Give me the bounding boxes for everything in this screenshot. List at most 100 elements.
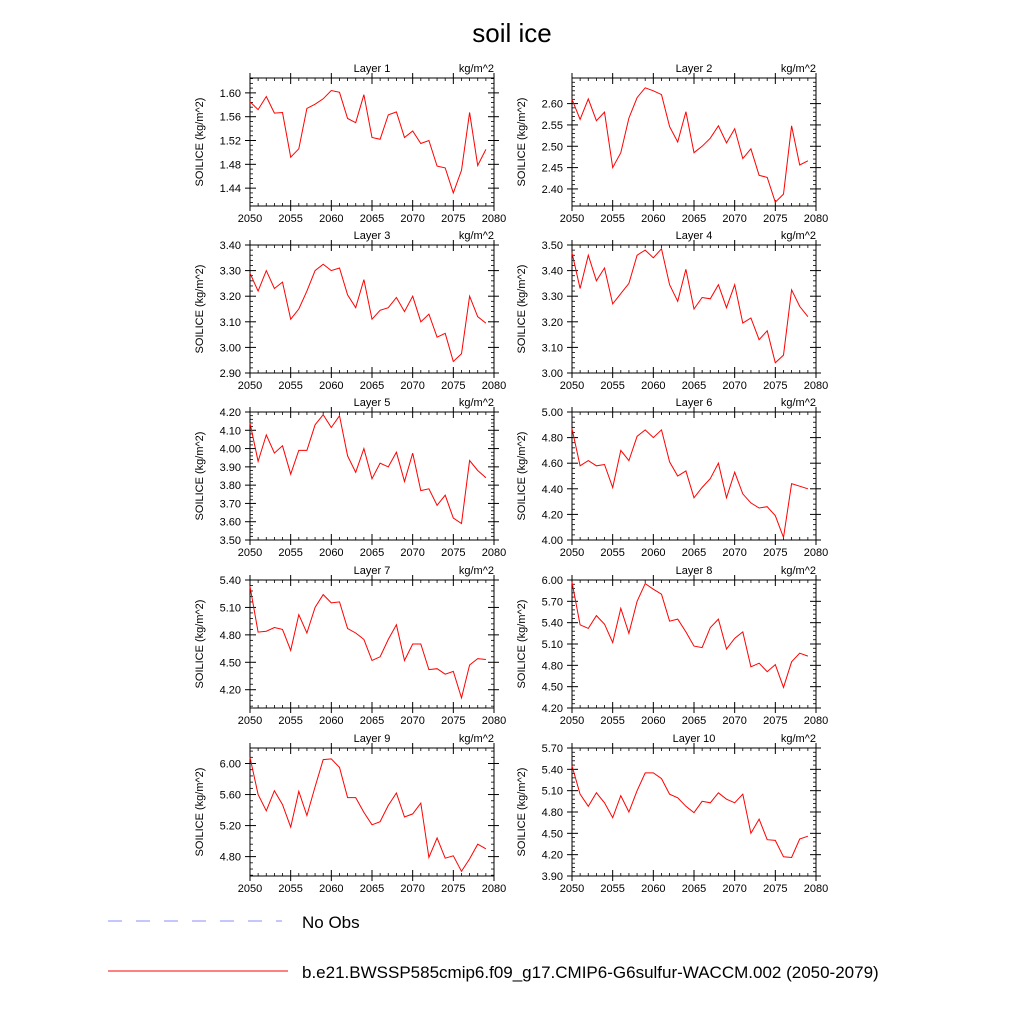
y-tick-label: 4.20	[220, 685, 241, 697]
legend: No Obs b.e21.BWSSP585cmip6.f09_g17.CMIP6…	[108, 913, 879, 982]
x-tick-label: 2075	[763, 883, 787, 895]
y-tick-label: 1.60	[220, 88, 241, 100]
y-tick-label: 4.20	[542, 703, 563, 715]
y-tick-label: 3.00	[220, 342, 241, 354]
y-tick-label: 3.10	[220, 317, 241, 329]
x-tick-label: 2080	[804, 715, 828, 727]
panel-layer-1: Layer 1 kg/m^2 SOILICE (kg/m^2) 2050 2055 206…	[194, 63, 506, 225]
panel-title: Layer 1	[354, 63, 391, 75]
x-tick-label: 2060	[641, 213, 665, 225]
x-tick-label: 2070	[722, 883, 746, 895]
x-tick-label: 2065	[682, 380, 706, 392]
x-tick-label: 2055	[600, 715, 624, 727]
x-tick-label: 2060	[641, 547, 665, 559]
y-tick-label: 3.40	[542, 266, 563, 278]
y-tick-label: 2.45	[542, 163, 563, 175]
x-tick-label: 2065	[682, 883, 706, 895]
y-tick-label: 5.10	[220, 602, 241, 614]
x-tick-label: 2055	[600, 883, 624, 895]
y-axis-label: SOILICE (kg/m^2)	[516, 768, 528, 857]
x-tick-label: 2065	[360, 380, 384, 392]
x-tick-label: 2055	[600, 213, 624, 225]
x-tick-label: 2080	[482, 213, 506, 225]
panel-title: Layer 2	[676, 63, 713, 75]
x-tick-label: 2075	[763, 213, 787, 225]
x-tick-label: 2060	[641, 380, 665, 392]
plot-frame	[249, 747, 495, 877]
x-tick-label: 2080	[482, 547, 506, 559]
y-tick-label: 4.80	[542, 807, 563, 819]
y-axis-label: SOILICE (kg/m^2)	[516, 265, 528, 354]
soilice-series-line	[249, 586, 486, 700]
x-tick-label: 2070	[400, 715, 424, 727]
panel-units: kg/m^2	[781, 63, 816, 75]
y-axis-label: SOILICE (kg/m^2)	[194, 600, 206, 689]
x-tick-label: 2070	[722, 547, 746, 559]
x-tick-label: 2075	[763, 380, 787, 392]
x-tick-label: 2065	[360, 213, 384, 225]
x-tick-label: 2060	[319, 715, 343, 727]
y-tick-label: 3.30	[542, 291, 563, 303]
x-tick-label: 2050	[560, 883, 584, 895]
x-tick-label: 2070	[400, 380, 424, 392]
x-tick-label: 2065	[360, 547, 384, 559]
y-tick-label: 3.20	[542, 317, 563, 329]
y-axis-label: SOILICE (kg/m^2)	[516, 98, 528, 187]
x-tick-label: 2080	[804, 380, 828, 392]
y-tick-label: 2.90	[220, 368, 241, 380]
panel-layer-8: Layer 8 kg/m^2 SOILICE (kg/m^2) 2050 2055 206…	[516, 565, 828, 727]
panel-title: Layer 8	[676, 565, 713, 577]
x-tick-label: 2070	[722, 715, 746, 727]
x-tick-label: 2075	[441, 547, 465, 559]
y-tick-label: 4.40	[542, 484, 563, 496]
y-axis-label: SOILICE (kg/m^2)	[194, 265, 206, 354]
x-tick-label: 2060	[319, 883, 343, 895]
panel-units: kg/m^2	[459, 397, 494, 409]
y-tick-label: 3.10	[542, 342, 563, 354]
panel-layer-7: Layer 7 kg/m^2 SOILICE (kg/m^2) 2050 2055 206…	[194, 565, 506, 727]
x-tick-label: 2075	[441, 380, 465, 392]
x-tick-label: 2065	[360, 883, 384, 895]
legend-obs-label: No Obs	[302, 913, 360, 932]
x-tick-label: 2055	[278, 883, 302, 895]
panel-title: Layer 4	[676, 230, 713, 242]
x-tick-label: 2050	[238, 213, 262, 225]
y-tick-label: 4.20	[542, 850, 563, 862]
y-tick-label: 5.40	[220, 575, 241, 587]
y-tick-label: 3.90	[542, 871, 563, 883]
x-tick-label: 2060	[641, 883, 665, 895]
y-tick-label: 5.70	[542, 596, 563, 608]
x-tick-label: 2060	[641, 715, 665, 727]
y-tick-label: 2.60	[542, 99, 563, 111]
plot-frame	[249, 244, 495, 374]
y-tick-label: 1.44	[220, 183, 241, 195]
x-tick-label: 2070	[722, 380, 746, 392]
y-tick-label: 5.20	[220, 821, 241, 833]
y-tick-label: 6.00	[542, 575, 563, 587]
panel-layer-4: Layer 4 kg/m^2 SOILICE (kg/m^2) 2050 2055 206…	[516, 230, 828, 392]
x-tick-label: 2080	[482, 380, 506, 392]
x-tick-label: 2055	[600, 547, 624, 559]
x-tick-label: 2065	[360, 715, 384, 727]
y-tick-label: 3.90	[220, 462, 241, 474]
panel-units: kg/m^2	[459, 63, 494, 75]
y-tick-label: 4.20	[220, 407, 241, 419]
y-tick-label: 5.70	[542, 743, 563, 755]
x-tick-label: 2065	[682, 715, 706, 727]
x-tick-label: 2055	[278, 547, 302, 559]
panel-units: kg/m^2	[781, 565, 816, 577]
panel-units: kg/m^2	[459, 230, 494, 242]
y-tick-label: 5.60	[220, 790, 241, 802]
x-tick-label: 2060	[319, 213, 343, 225]
y-tick-label: 1.52	[220, 136, 241, 148]
y-tick-label: 6.00	[220, 759, 241, 771]
soilice-series-line	[571, 247, 809, 364]
panel-layer-2: Layer 2 kg/m^2 SOILICE (kg/m^2) 2050 2055 206…	[516, 63, 828, 225]
x-tick-label: 2055	[278, 715, 302, 727]
panel-layer-5: Layer 5 kg/m^2 SOILICE (kg/m^2) 2050 2055 206…	[194, 397, 506, 559]
x-tick-label: 2060	[319, 380, 343, 392]
panel-layer-3: Layer 3 kg/m^2 SOILICE (kg/m^2) 2050 2055 206…	[194, 230, 506, 392]
x-tick-label: 2080	[804, 547, 828, 559]
panel-title: Layer 3	[354, 230, 391, 242]
